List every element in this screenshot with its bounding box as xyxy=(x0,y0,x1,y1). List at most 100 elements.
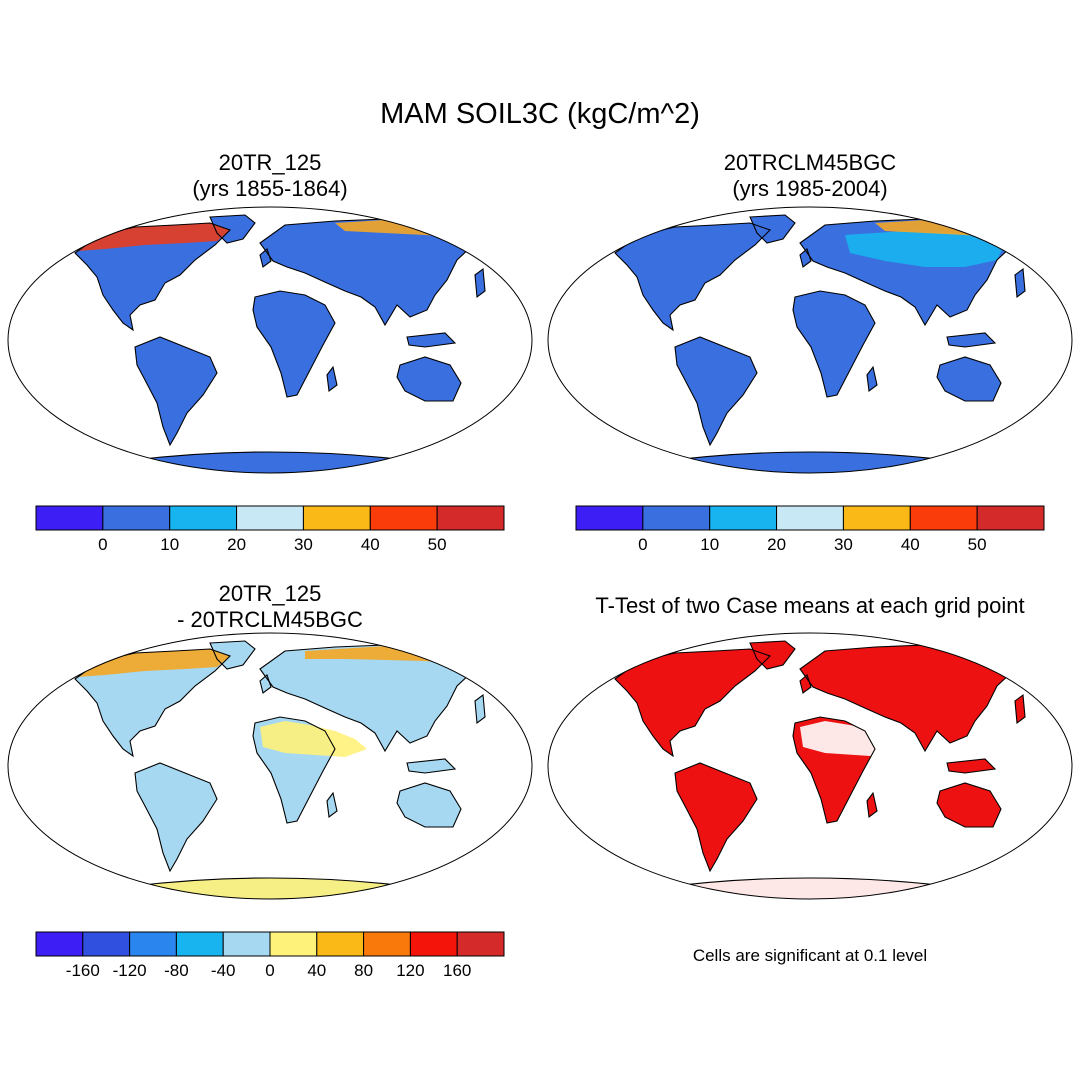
colorbar-tick-label: 40 xyxy=(307,961,326,980)
coast-uk xyxy=(799,248,812,268)
land-japan xyxy=(475,269,485,297)
colorbar-tick-label: 50 xyxy=(428,535,447,554)
map-border xyxy=(547,632,1073,900)
colorbar-tick-label: 50 xyxy=(968,535,987,554)
land-eurasia xyxy=(260,645,475,751)
land-indonesia xyxy=(947,759,995,773)
colorbar-tick-label: -40 xyxy=(211,961,236,980)
colorbar-tick-label: 30 xyxy=(294,535,313,554)
colorbar-swatch xyxy=(575,505,644,531)
feature-arctic-north-america xyxy=(77,223,230,251)
coast-south-america xyxy=(134,336,218,447)
coast-australia xyxy=(936,782,1002,828)
panel-3-title: 20TR_125 - 20TRCLM45BGC xyxy=(5,581,535,633)
colorbar-swatch xyxy=(642,505,711,531)
colorbar-swatch xyxy=(35,931,84,957)
coast-indonesia xyxy=(406,758,457,774)
coast-australia xyxy=(396,782,462,828)
coast-japan xyxy=(474,693,486,725)
feature-arctic xyxy=(77,646,470,677)
land-north-america xyxy=(75,223,230,330)
colorbar-swatch xyxy=(316,931,365,957)
coast-south-america xyxy=(674,336,758,447)
coast-japan xyxy=(474,267,486,299)
land-indonesia xyxy=(407,333,455,347)
colorbar-swatch xyxy=(369,505,438,531)
coast-uk xyxy=(799,674,812,694)
colorbar-tick-label: 160 xyxy=(443,961,471,980)
coast-uk xyxy=(259,248,272,268)
colorbar-tick-label: 80 xyxy=(354,961,373,980)
land-north-america xyxy=(615,649,770,756)
colorbar-tick-label: 120 xyxy=(396,961,424,980)
land-madagascar xyxy=(867,793,877,817)
coast-uk xyxy=(259,674,272,694)
land-eurasia xyxy=(260,219,475,325)
land-north-america xyxy=(615,223,770,330)
land-australia xyxy=(937,357,1001,401)
colorbar-panel-1: 0 10 20 30 40 50 xyxy=(35,505,505,554)
map-border xyxy=(7,206,533,474)
coast-japan xyxy=(1014,267,1026,299)
panel-2-title-line-2: (yrs 1985-2004) xyxy=(732,176,888,201)
coast-greenland xyxy=(209,214,256,244)
map-border xyxy=(7,632,533,900)
coast-south-america xyxy=(674,762,758,873)
feature-sahara-arabia xyxy=(800,721,907,757)
colorbar-swatch xyxy=(129,931,177,957)
colorbar-swatch xyxy=(976,505,1045,531)
feature-siberia-boreal xyxy=(845,231,1007,267)
panel-4-title: T-Test of two Case means at each grid po… xyxy=(545,593,1075,619)
land-madagascar xyxy=(867,367,877,391)
land-japan xyxy=(475,695,485,723)
coast-north-america xyxy=(614,222,772,332)
land-south-america xyxy=(135,763,217,871)
panel-3-title-line-2: - 20TRCLM45BGC xyxy=(177,607,363,632)
panel-1-title: 20TR_125 (yrs 1855-1864) xyxy=(5,150,535,202)
land-greenland xyxy=(750,215,795,243)
coast-madagascar xyxy=(326,365,338,393)
map-border xyxy=(547,206,1073,474)
coast-indonesia xyxy=(946,758,997,774)
colorbar-swatch xyxy=(456,931,505,957)
coast-madagascar xyxy=(866,791,878,819)
coast-indonesia xyxy=(406,332,457,348)
coast-indonesia xyxy=(946,332,997,348)
colorbar-swatch xyxy=(409,931,458,957)
panel-2-title: 20TRCLM45BGC (yrs 1985-2004) xyxy=(545,150,1075,202)
land-south-america xyxy=(675,763,757,871)
colorbar-swatch xyxy=(709,505,778,531)
land-indonesia xyxy=(407,759,455,773)
panel-4-title-line-1: T-Test of two Case means at each grid po… xyxy=(595,593,1025,618)
colorbar-tick-label: 0 xyxy=(638,535,647,554)
land-eurasia xyxy=(800,645,1015,751)
colorbar-swatch xyxy=(842,505,911,531)
colorbar-swatch xyxy=(169,505,238,531)
land-africa xyxy=(253,291,335,397)
land-australia xyxy=(937,783,1001,827)
land-south-america xyxy=(135,337,217,445)
panel-1-title-line-2: (yrs 1855-1864) xyxy=(192,176,348,201)
coast-madagascar xyxy=(326,791,338,819)
coast-north-america xyxy=(74,222,232,332)
map-panel-4 xyxy=(547,632,1073,900)
colorbar-tick-label: 0 xyxy=(98,535,107,554)
land-japan xyxy=(1015,695,1025,723)
colorbar-swatch xyxy=(269,931,318,957)
map-panel-2 xyxy=(547,206,1073,474)
coast-greenland xyxy=(749,640,796,670)
land-australia xyxy=(397,783,461,827)
land-japan xyxy=(1015,269,1025,297)
colorbar-swatch xyxy=(35,505,104,531)
coast-australia xyxy=(936,356,1002,402)
land-madagascar xyxy=(327,367,337,391)
colorbar-swatch xyxy=(363,931,411,957)
colorbar-tick-label: -120 xyxy=(113,961,147,980)
colorbar-tick-label: 40 xyxy=(361,535,380,554)
colorbar-swatch xyxy=(776,505,844,531)
coast-madagascar xyxy=(866,365,878,393)
colorbar-swatch xyxy=(302,505,371,531)
land-north-america xyxy=(75,649,230,756)
colorbar-swatch xyxy=(222,931,271,957)
colorbar-swatch xyxy=(236,505,304,531)
